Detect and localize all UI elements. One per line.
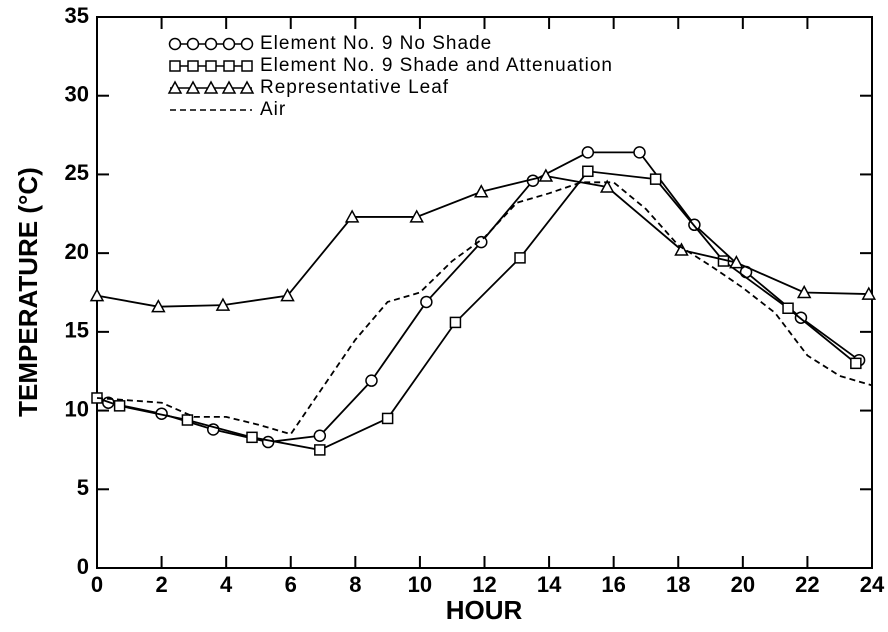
y-axis-label: TEMPERATURE (°C) <box>13 167 43 417</box>
x-tick-label: 2 <box>155 572 167 597</box>
x-tick-label: 18 <box>666 572 690 597</box>
marker <box>582 165 594 178</box>
marker <box>215 297 231 311</box>
x-tick-label: 22 <box>795 572 819 597</box>
marker <box>649 173 662 185</box>
x-tick-label: 6 <box>285 572 297 597</box>
legend-marker <box>167 80 183 94</box>
marker <box>381 412 394 425</box>
marker <box>151 299 166 313</box>
legend-marker <box>185 80 201 94</box>
x-tick-label: 20 <box>731 572 755 597</box>
marker <box>474 184 489 198</box>
marker <box>420 295 433 309</box>
marker <box>633 146 646 159</box>
marker <box>729 255 744 269</box>
y-tick-label: 25 <box>65 160 89 185</box>
y-tick-label: 20 <box>65 239 89 264</box>
marker <box>674 242 689 256</box>
y-tick-label: 10 <box>65 396 89 421</box>
marker <box>313 429 327 443</box>
y-tick-label: 35 <box>65 3 89 28</box>
marker <box>280 288 295 302</box>
legend-marker <box>169 60 181 72</box>
legend-marker <box>240 37 254 51</box>
y-tick-label: 30 <box>65 82 89 107</box>
legend-marker <box>222 37 236 51</box>
x-tick-label: 14 <box>537 572 562 597</box>
legend-marker <box>223 60 235 72</box>
y-tick-label: 5 <box>77 475 89 500</box>
x-tick-label: 24 <box>860 572 885 597</box>
marker <box>475 235 488 249</box>
marker <box>861 286 877 300</box>
x-tick-label: 0 <box>91 572 103 597</box>
marker <box>850 357 862 370</box>
legend-label: Element No. 9 Shade and Attenuation <box>260 55 613 76</box>
marker <box>538 168 554 182</box>
x-tick-label: 10 <box>408 572 432 597</box>
marker <box>514 252 526 264</box>
series-line <box>96 181 873 436</box>
marker <box>344 209 360 223</box>
marker <box>89 288 105 302</box>
legend-label: Representative Leaf <box>260 77 449 98</box>
marker <box>181 414 194 426</box>
legend-marker <box>203 80 219 94</box>
legend-marker <box>204 37 218 51</box>
marker <box>113 400 126 412</box>
legend-marker <box>187 60 199 72</box>
legend-marker <box>241 60 253 72</box>
marker <box>246 431 258 444</box>
legend-label: Air <box>260 99 286 120</box>
marker <box>581 146 595 159</box>
y-tick-label: 0 <box>77 554 89 579</box>
legend-marker <box>168 37 182 51</box>
marker <box>599 179 615 193</box>
marker <box>782 302 794 314</box>
legend-marker <box>186 37 200 51</box>
x-tick-label: 8 <box>349 572 361 597</box>
marker <box>365 374 378 387</box>
marker <box>261 435 275 449</box>
marker <box>796 284 812 299</box>
marker <box>314 444 326 456</box>
legend-marker <box>239 80 255 94</box>
legend-marker <box>221 80 237 94</box>
series-line <box>96 170 857 451</box>
x-axis-label: HOUR <box>446 595 523 625</box>
marker <box>409 209 424 223</box>
x-tick-label: 4 <box>220 572 233 597</box>
marker <box>449 316 462 329</box>
x-tick-label: 16 <box>601 572 625 597</box>
y-tick-label: 15 <box>65 318 89 343</box>
legend-marker <box>205 60 217 72</box>
x-tick-label: 12 <box>472 572 496 597</box>
legend-label: Element No. 9 No Shade <box>260 33 492 54</box>
